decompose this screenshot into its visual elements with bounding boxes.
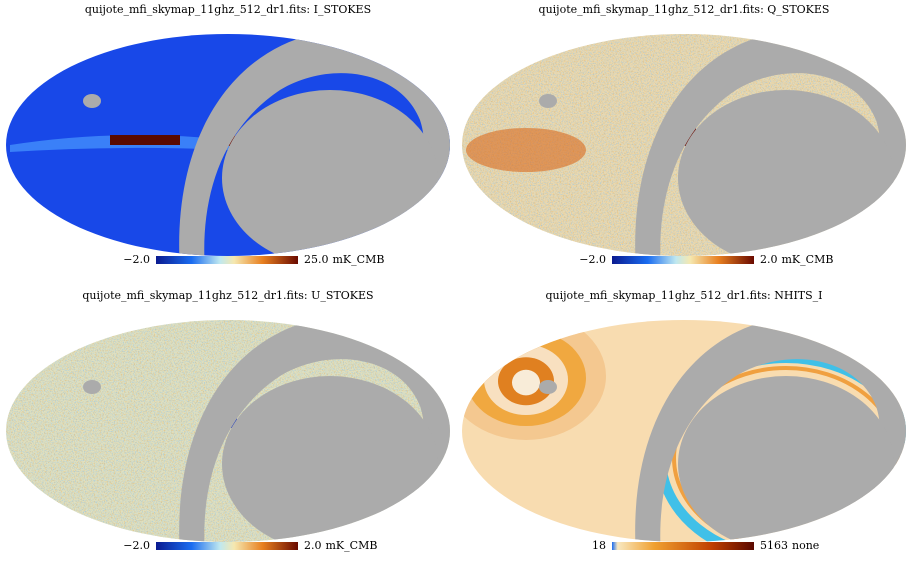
colorbar-unit: none [792,539,819,552]
colorbar-max: 2.0 [304,539,322,552]
colorbar-max: 25.0 [304,253,329,266]
sky-map [6,34,450,256]
colorbar-unit: mK_CMB [782,253,834,266]
map-title: quijote_mfi_skymap_11ghz_512_dr1.fits: U… [82,289,373,302]
sky-map [6,320,450,542]
map-title: quijote_mfi_skymap_11ghz_512_dr1.fits: I… [85,3,371,16]
colorbar-max: 2.0 [760,253,778,266]
colorbar-min: −2.0 [123,539,150,552]
colorbar-min: 18 [592,539,606,552]
colorbar-unit: mK_CMB [333,253,385,266]
panel: quijote_mfi_skymap_11ghz_512_dr1.fits: I… [6,3,450,266]
colorbar [156,256,298,264]
panel: quijote_mfi_skymap_11ghz_512_dr1.fits: N… [462,289,906,552]
colorbar-unit: mK_CMB [326,539,378,552]
colorbar-max: 5163 [760,539,788,552]
panel: quijote_mfi_skymap_11ghz_512_dr1.fits: Q… [462,3,906,266]
colorbar [156,542,298,550]
sky-map [462,34,906,256]
colorbar [612,256,754,264]
colorbar-min: −2.0 [123,253,150,266]
colorbar-min: −2.0 [579,253,606,266]
map-title: quijote_mfi_skymap_11ghz_512_dr1.fits: N… [545,289,822,302]
panel: quijote_mfi_skymap_11ghz_512_dr1.fits: U… [6,289,450,552]
sky-map [462,320,906,542]
colorbar [612,542,754,550]
map-title: quijote_mfi_skymap_11ghz_512_dr1.fits: Q… [539,3,830,16]
